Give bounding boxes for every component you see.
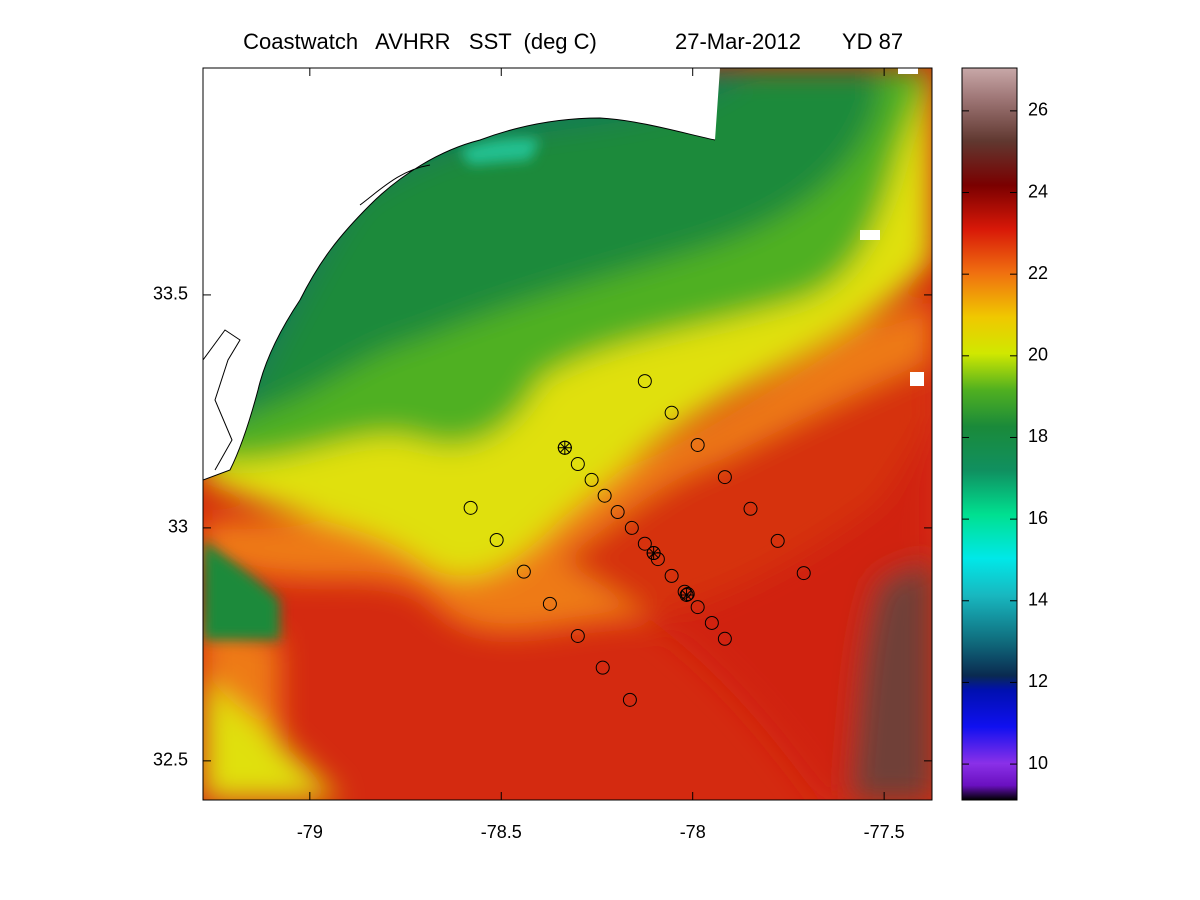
station — [570, 457, 585, 472]
station — [624, 520, 639, 535]
sst-field — [203, 68, 932, 800]
stations — [463, 374, 811, 707]
colorbar-tick-label: 18 — [1028, 426, 1048, 446]
colorbar-tick-label: 20 — [1028, 345, 1048, 365]
station — [570, 628, 585, 643]
station — [597, 488, 612, 503]
marker — [679, 587, 694, 602]
colorbar-tick-label: 24 — [1028, 181, 1048, 201]
station — [595, 660, 610, 675]
marker — [646, 546, 661, 561]
colorbar-tick-label: 10 — [1028, 753, 1048, 773]
station — [542, 596, 557, 611]
y-tick-label: 32.5 — [153, 750, 188, 770]
marker — [679, 587, 694, 602]
yearday-label: YD 87 — [842, 29, 903, 54]
station — [796, 566, 811, 581]
marker — [557, 440, 572, 455]
x-tick-label: -78.5 — [481, 822, 522, 842]
colorbar-tick-label: 12 — [1028, 671, 1048, 691]
station — [584, 472, 599, 487]
station — [610, 505, 625, 520]
colorbar-ticks: 10 12 14 16 18 20 22 24 26 — [962, 100, 1048, 773]
station — [664, 568, 679, 583]
station — [637, 536, 652, 551]
marker — [646, 546, 661, 561]
station — [489, 533, 504, 548]
date-label: 27-Mar-2012 — [675, 29, 801, 54]
x-tick-label: -77.5 — [864, 822, 905, 842]
station — [637, 374, 652, 389]
station — [704, 615, 719, 630]
station — [717, 631, 732, 646]
station — [677, 584, 692, 599]
station — [690, 600, 705, 615]
colorbar-tick-label: 16 — [1028, 508, 1048, 528]
colorbar-tick-label: 14 — [1028, 590, 1048, 610]
colorbar-tick-label: 22 — [1028, 263, 1048, 283]
station — [516, 564, 531, 579]
axes: -79 -78.5 -78 -77.5 32.5 33 33.5 — [153, 68, 932, 842]
y-tick-label: 33 — [168, 517, 188, 537]
station — [680, 587, 695, 602]
station — [463, 500, 478, 515]
marker — [557, 440, 572, 455]
colorbar — [961, 67, 1018, 801]
colorbar-tick-label: 26 — [1028, 100, 1048, 120]
x-tick-label: -79 — [297, 822, 323, 842]
x-tick-label: -78 — [680, 822, 706, 842]
map-title: Coastwatch AVHRR SST (deg C) — [243, 29, 597, 54]
station — [622, 692, 637, 707]
station — [770, 533, 785, 548]
station — [743, 501, 758, 516]
station — [717, 470, 732, 485]
station — [664, 405, 679, 420]
plot-frame — [202, 67, 933, 801]
station — [690, 437, 705, 452]
y-tick-label: 33.5 — [153, 284, 188, 304]
